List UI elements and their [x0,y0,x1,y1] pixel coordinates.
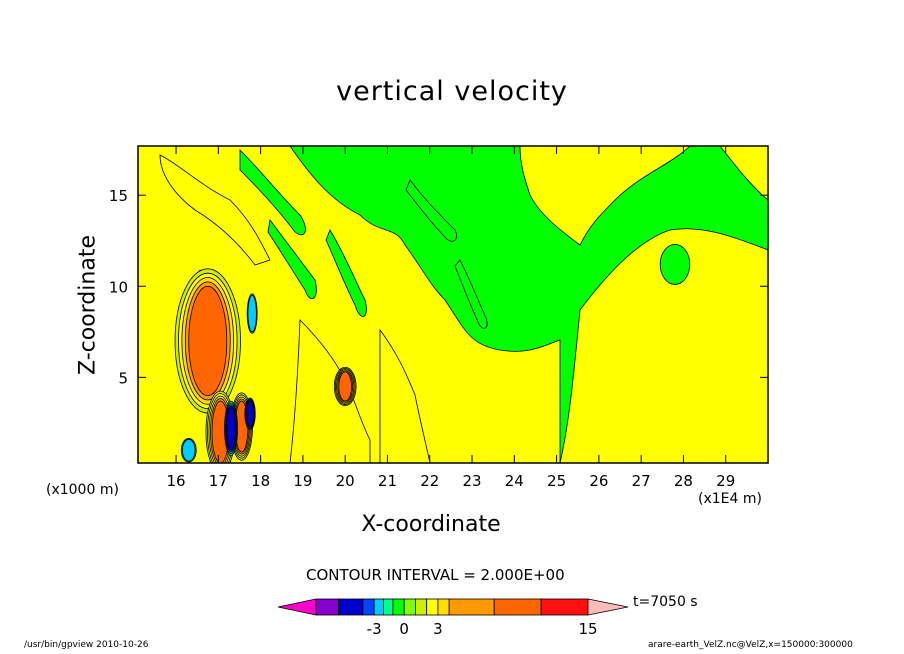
yellow-region [159,154,271,266]
feature-ring [247,294,257,333]
green-streak [405,179,457,242]
y-tick-label: 15 [109,187,128,205]
y-tick-label: 5 [118,369,128,387]
x-tick-label: 22 [420,472,439,490]
feature-ring [226,406,236,451]
colorbar-segment [493,598,542,616]
colorbar-tick-label: 0 [399,620,409,638]
x-tick-label: 16 [167,472,186,490]
colorbar-segment [437,598,450,616]
footer-right: arare-earth_VelZ.nc@VelZ,x=150000:300000 [648,640,853,650]
colorbar-segment [426,598,439,616]
green-streak [239,149,306,236]
colorbar-low-arrow [277,598,317,616]
x-tick-label: 29 [716,472,735,490]
colorbar-segment [362,598,375,616]
green-streak [267,219,317,300]
plot-area [138,146,768,463]
y-axis-label: Z-coordinate [75,235,101,375]
colorbar-segment [415,598,428,616]
contour-interval-label: CONTOUR INTERVAL = 2.000E+00 [306,566,565,584]
x-axis-label: X-coordinate [361,512,501,537]
x-tick-label: 17 [209,472,228,490]
x-tick-label: 25 [547,472,566,490]
green-streak [325,229,367,317]
feature-ring [246,400,254,427]
colorbar-segment [392,598,405,616]
yellow-region [519,146,691,246]
x-axis: 16 17 18 19 20 21 22 23 24 25 26 27 28 29 [167,146,735,490]
footer-left: /usr/bin/gpview 2010-10-26 [24,640,149,650]
yellow-region [379,328,431,463]
x-tick-label: 23 [462,472,481,490]
colorbar-segment [448,598,495,616]
feature-ring [181,438,196,462]
y-unit-label: (x1000 m) [46,482,119,498]
green-streak [454,259,488,329]
colorbar-segment [373,598,384,616]
x-tick-label: 27 [632,472,651,490]
x-unit-label: (x1E4 m) [698,491,762,507]
contour-features [174,243,691,463]
yellow-region [289,319,371,463]
x-tick-label: 18 [251,472,270,490]
x-tick-label: 28 [674,472,693,490]
y-axis: 5 10 15 [109,187,768,387]
colorbar-segment [338,598,364,616]
chart-title: vertical velocity [336,76,568,107]
y-tick-label: 10 [109,278,128,296]
colorbar-segment [540,598,589,616]
x-tick-label: 19 [293,472,312,490]
time-label: t=7050 s [633,594,698,610]
yellow-regions [138,146,768,463]
yellow-region [559,228,768,463]
plot-frame [137,145,769,464]
colorbar-high-arrow [587,598,629,616]
x-tick-label: 20 [336,472,355,490]
x-tick-label: 21 [378,472,397,490]
feature-ring [188,285,228,396]
colorbar-tick-label: 15 [578,620,597,638]
feature-ring [659,243,691,285]
x-tick-label: 26 [589,472,608,490]
colorbar-segment [403,598,416,616]
colorbar-tick-label: 3 [433,620,443,638]
feature-ring [338,371,352,402]
colorbar-tick-label: -3 [367,620,382,638]
colorbar: -3 0 3 15 [277,598,629,638]
x-tick-label: 24 [505,472,524,490]
colorbar-segment [383,598,394,616]
colorbar-segment [315,598,339,616]
